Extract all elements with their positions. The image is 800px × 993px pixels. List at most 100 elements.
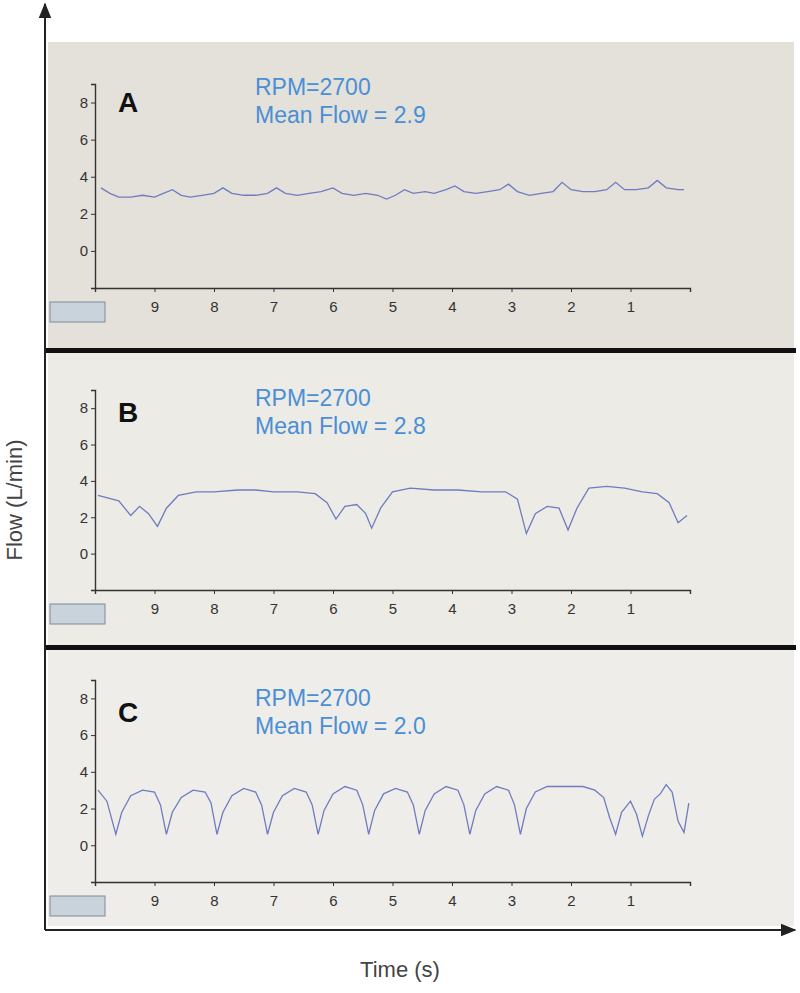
tick-mark [214, 882, 215, 886]
annotation: Mean Flow = 2.0 [255, 713, 426, 739]
tick-mark [155, 288, 156, 292]
tick-mark [214, 288, 215, 292]
tick-mark [91, 698, 95, 699]
tick-mark [91, 445, 95, 446]
tick: 7 [270, 288, 278, 315]
tick-label: 4 [448, 298, 456, 315]
tick-label: 8 [210, 892, 218, 909]
tick: 1 [627, 288, 635, 315]
tick-mark [91, 772, 95, 773]
tick-mark [274, 882, 275, 886]
tick-label: 6 [329, 892, 337, 909]
tick-label: 7 [270, 600, 278, 617]
y-axis: 02468 [80, 391, 96, 591]
tick-mark [333, 288, 334, 292]
axis-line [96, 591, 691, 595]
tick-label: 8 [80, 399, 88, 416]
tick-label: 5 [389, 892, 397, 909]
tick-label: 3 [508, 600, 516, 617]
tick: 4 [448, 882, 456, 909]
y-axis: 0 2 4 6 8 [80, 85, 96, 289]
panel: 98765432102468CRPM=2700Mean Flow = 2.0 [48, 650, 794, 926]
tick-mark [274, 590, 275, 594]
panel-background [48, 42, 794, 348]
outer-x-arrow [45, 929, 795, 931]
tick: 2 [567, 882, 575, 909]
tick-label: 8 [210, 298, 218, 315]
tick-mark [91, 177, 95, 178]
tick: 2 [567, 288, 575, 315]
outer-y-arrow [44, 4, 46, 930]
tick-mark [91, 251, 95, 252]
tick: 6 [80, 131, 95, 148]
annotation: RPM=2700 [255, 74, 371, 100]
tick: 6 [80, 436, 95, 453]
tick: 8 [210, 882, 218, 909]
tick: 9 [151, 288, 159, 315]
tick-mark [91, 408, 95, 409]
x-axis-title: Time (s) [360, 957, 440, 982]
annotation: Mean Flow = 2.9 [255, 102, 426, 128]
tick-mark [333, 590, 334, 594]
tick: 2 [567, 590, 575, 617]
panel-background [48, 353, 794, 645]
tick-mark [571, 590, 572, 594]
tick-label: 7 [270, 298, 278, 315]
tick-mark [274, 288, 275, 292]
flow-line [98, 486, 687, 533]
panel-label: A [118, 87, 138, 118]
tick-mark [393, 882, 394, 886]
tick-mark [512, 590, 513, 594]
axis-line [96, 289, 691, 293]
tick-mark [571, 288, 572, 292]
tick-label: 2 [567, 892, 575, 909]
annotation: RPM=2700 [255, 685, 371, 711]
tick-mark [91, 517, 95, 518]
tick: 8 [80, 399, 95, 416]
tick: 8 [80, 690, 95, 707]
tick: 9 [151, 590, 159, 617]
tick-label: 5 [389, 600, 397, 617]
tick: 5 [389, 882, 397, 909]
tick: 6 [329, 288, 337, 315]
tick-label: 2 [80, 205, 88, 222]
tick-mark [91, 481, 95, 482]
tick: 7 [270, 590, 278, 617]
annotation: Mean Flow = 2.8 [255, 413, 426, 439]
tick: 3 [508, 882, 516, 909]
tick-label: 4 [80, 472, 88, 489]
tick-label: 9 [151, 298, 159, 315]
tick-mark [631, 882, 632, 886]
panel: 9 8 7 6 5 4 3 2 1 0 2 4 6 8 A RPM=2700Mean Flow = 2.9 [48, 42, 794, 348]
tick: 5 [389, 590, 397, 617]
tick-label: 8 [210, 600, 218, 617]
tick-mark [155, 590, 156, 594]
tick-mark [393, 590, 394, 594]
tick: 1 [627, 590, 635, 617]
tick: 7 [270, 882, 278, 909]
ui-box [50, 302, 105, 322]
tick-label: 3 [508, 298, 516, 315]
tick: 3 [508, 288, 516, 315]
tick: 1 [627, 882, 635, 909]
annotation: RPM=2700 [255, 385, 371, 411]
tick: 4 [80, 168, 95, 185]
tick: 8 [80, 94, 95, 111]
tick-mark [91, 809, 95, 810]
tick-mark [91, 140, 95, 141]
tick-mark [91, 103, 95, 104]
tick-label: 6 [329, 600, 337, 617]
tick: 0 [80, 242, 95, 259]
tick-label: 1 [627, 600, 635, 617]
tick: 4 [448, 288, 456, 315]
flow-line [101, 180, 684, 199]
tick-label: 1 [627, 298, 635, 315]
tick: 6 [329, 590, 337, 617]
tick: 8 [210, 590, 218, 617]
tick-mark [214, 590, 215, 594]
tick-label: 4 [448, 892, 456, 909]
tick: 2 [80, 205, 95, 222]
tick: 5 [389, 288, 397, 315]
tick: 8 [210, 288, 218, 315]
tick-mark [155, 882, 156, 886]
